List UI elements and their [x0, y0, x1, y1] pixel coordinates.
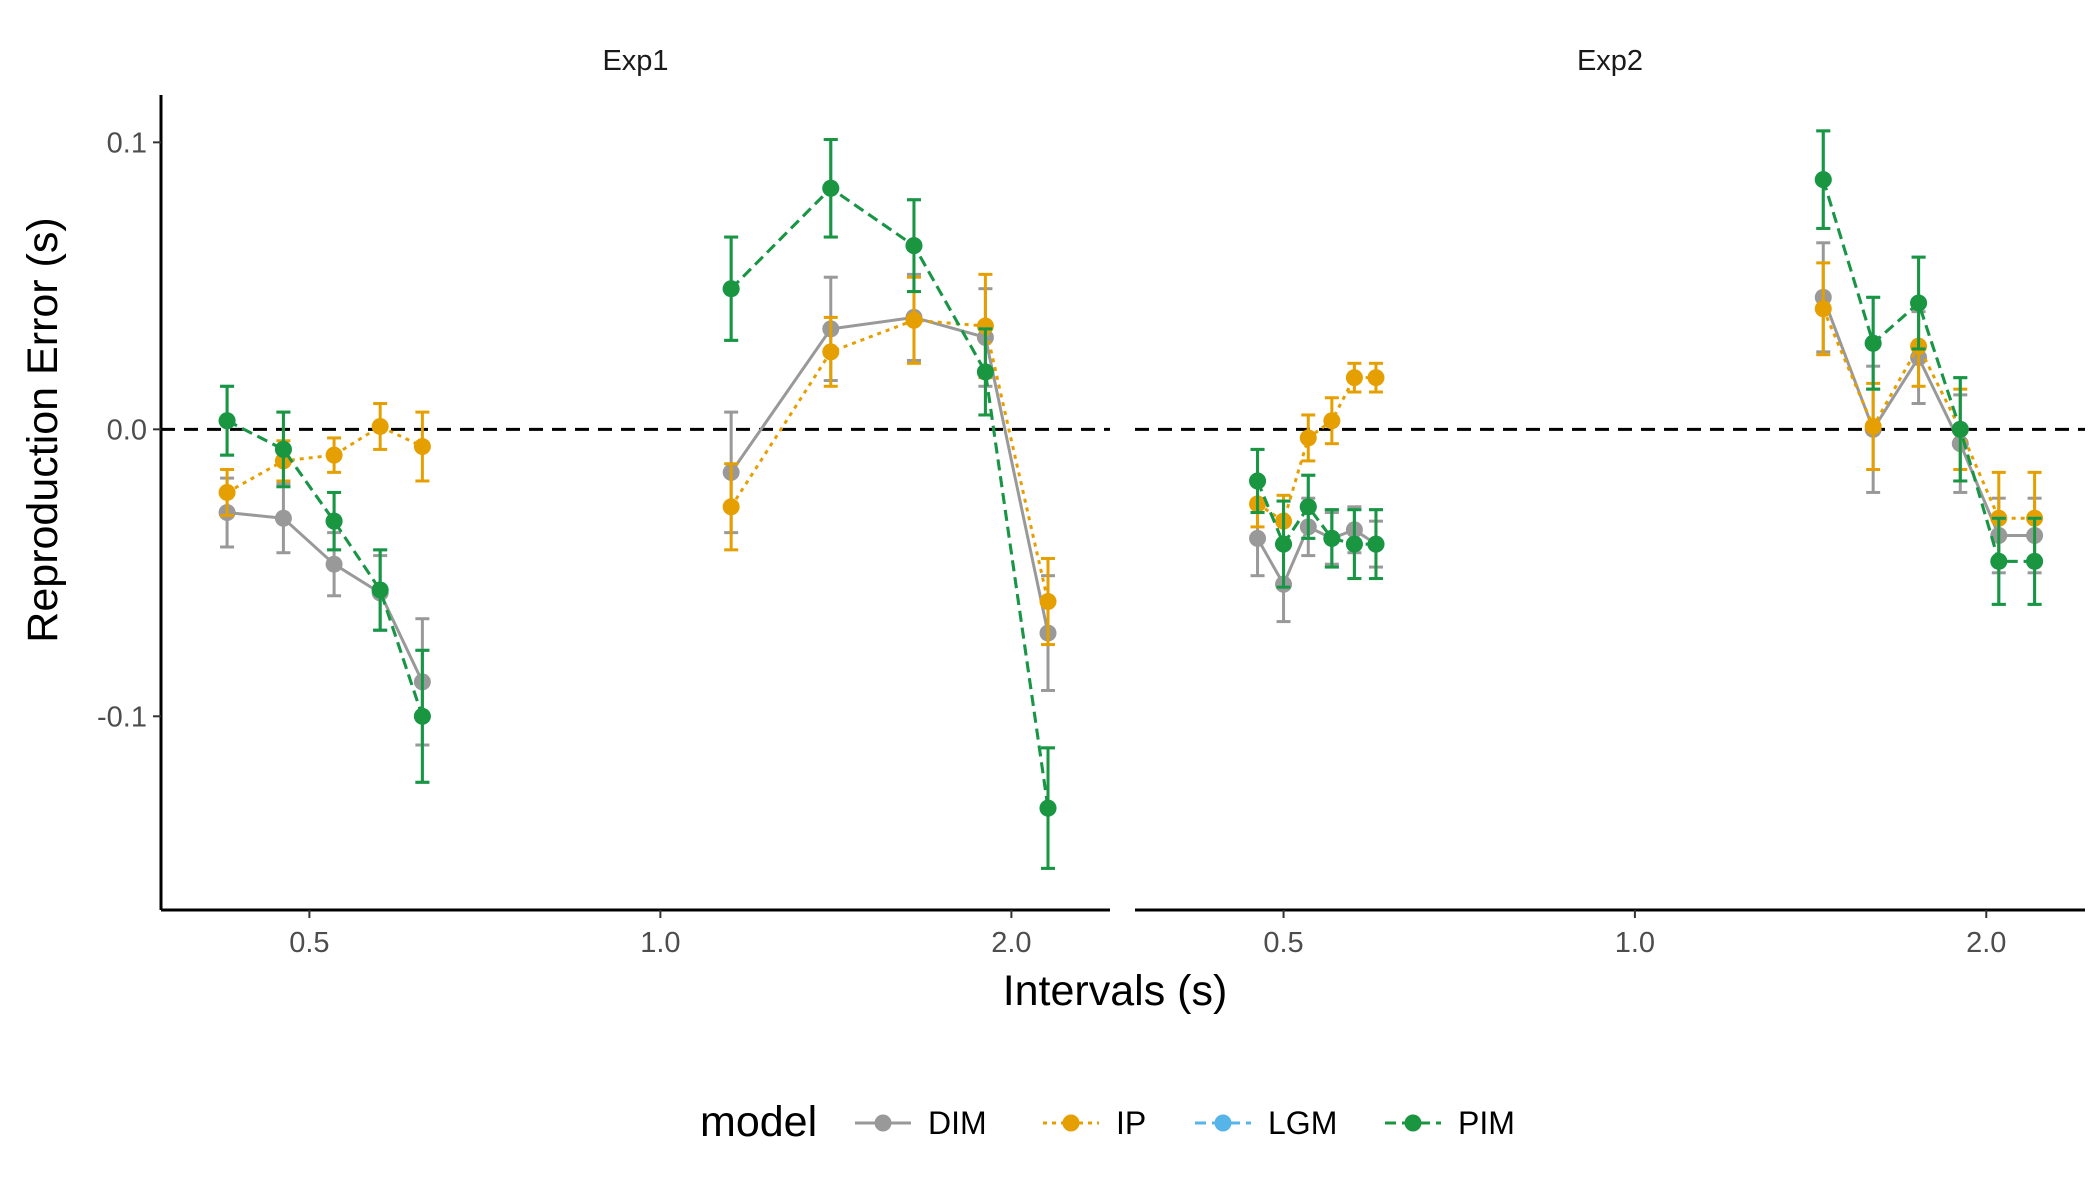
data-point [1910, 294, 1928, 312]
legend-title: model [700, 1098, 817, 1146]
x-axis-title: Intervals (s) [1003, 967, 1228, 1015]
data-point [1249, 529, 1267, 547]
data-point [722, 498, 740, 516]
data-point [1039, 593, 1057, 611]
series-line [1821, 179, 2035, 563]
legend-item-ip: IP [1043, 1105, 1146, 1141]
y-tick-label: 0.0 [107, 414, 147, 446]
x-tick-label: 0.5 [289, 927, 329, 959]
data-point [976, 363, 994, 381]
x-tick-label: 1.0 [1615, 927, 1655, 959]
x-tick-label: 0.5 [1263, 927, 1303, 959]
facet-panel-exp1: Exp1 0.5 1.0 2.0 [161, 45, 1110, 959]
legend-item-pim: PIM [1385, 1105, 1515, 1141]
data-point [822, 343, 840, 361]
data-point [325, 446, 343, 464]
data-point [1249, 472, 1267, 490]
series-line [1821, 308, 2035, 520]
data-point [905, 311, 923, 329]
data-point [722, 280, 740, 298]
facet-panels: -0.1 0.0 0.1 Exp1 0.5 1.0 2.0 Exp2 0.5 1.0 2.0 [97, 45, 2085, 959]
data-point [413, 707, 431, 725]
data-point [413, 438, 431, 456]
y-axis-title: Reproduction Error (s) [19, 217, 67, 642]
series-line [729, 315, 1050, 634]
series-lgm [218, 384, 431, 784]
series-line [730, 186, 1050, 809]
data-point [1864, 334, 1882, 352]
series-line [226, 419, 424, 717]
y-tick-label: 0.1 [107, 127, 147, 159]
series-ip [218, 401, 431, 517]
legend-key-point [1062, 1114, 1080, 1132]
legend-label: LGM [1268, 1105, 1337, 1141]
series-ip [722, 272, 1057, 647]
data-point [905, 237, 923, 255]
series-pim [722, 137, 1057, 870]
data-point [325, 512, 343, 530]
facet-panel-exp2: Exp2 0.5 1.0 2.0 [1135, 45, 2085, 959]
data-point [371, 581, 389, 599]
data-point [218, 412, 236, 430]
y-tick-label: -0.1 [97, 701, 147, 733]
series-line [226, 419, 424, 717]
data-point [1990, 552, 2008, 570]
series-line [1821, 179, 2035, 563]
data-point [1367, 369, 1385, 387]
legend-item-dim: DIM [855, 1105, 987, 1141]
data-point [1951, 420, 1969, 438]
series-line [730, 186, 1050, 809]
series-line [1256, 376, 1376, 524]
data-point [1814, 171, 1832, 189]
data-point [274, 509, 292, 527]
data-point [1367, 535, 1385, 553]
legend-item-lgm: LGM [1195, 1105, 1337, 1141]
data-point [822, 179, 840, 197]
legend-label: PIM [1458, 1105, 1515, 1141]
legend-label: IP [1116, 1105, 1146, 1141]
data-point [1039, 799, 1057, 817]
legend: model DIM IP LGM PIM [700, 1098, 1515, 1146]
series-dim [218, 476, 431, 747]
data-point [1345, 369, 1363, 387]
data-point [274, 440, 292, 458]
legend-key-point [1214, 1114, 1232, 1132]
series-line [226, 511, 424, 683]
data-point [218, 483, 236, 501]
series-dim [722, 272, 1057, 692]
data-point [325, 555, 343, 573]
series-ip [1814, 261, 2044, 566]
legend-key-point [874, 1114, 892, 1132]
data-point [1299, 498, 1317, 516]
series-pim [1249, 447, 1385, 589]
x-tick-label: 1.0 [640, 927, 680, 959]
data-point [1345, 535, 1363, 553]
x-tick-label: 2.0 [991, 927, 1031, 959]
series-pim [1814, 129, 2044, 606]
legend-label: DIM [928, 1105, 987, 1141]
series-dim [1814, 241, 2044, 575]
facet-strip-label: Exp1 [602, 45, 668, 77]
data-point [1814, 300, 1832, 318]
x-tick-label: 2.0 [1966, 927, 2006, 959]
data-point [1323, 529, 1341, 547]
data-point [1864, 417, 1882, 435]
data-point [1275, 535, 1293, 553]
series-line [226, 424, 424, 494]
data-point [1299, 429, 1317, 447]
legend-key-point [1404, 1114, 1422, 1132]
data-point [1323, 412, 1341, 430]
facet-strip-label: Exp2 [1577, 45, 1643, 77]
series-pim [218, 384, 431, 784]
data-point [2026, 552, 2044, 570]
series-line [729, 318, 1050, 602]
data-point [371, 417, 389, 435]
